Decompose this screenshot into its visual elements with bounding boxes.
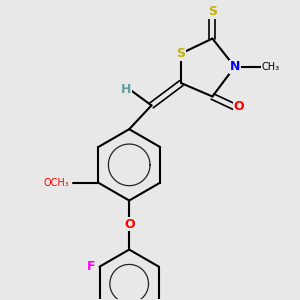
Text: F: F [86,260,95,273]
Text: OCH₃: OCH₃ [44,178,70,188]
Text: CH₃: CH₃ [261,62,279,72]
Text: O: O [124,218,134,231]
Text: O: O [234,100,244,113]
Text: S: S [208,5,217,18]
Text: N: N [230,60,240,73]
Text: S: S [176,47,185,60]
Text: H: H [121,82,131,96]
